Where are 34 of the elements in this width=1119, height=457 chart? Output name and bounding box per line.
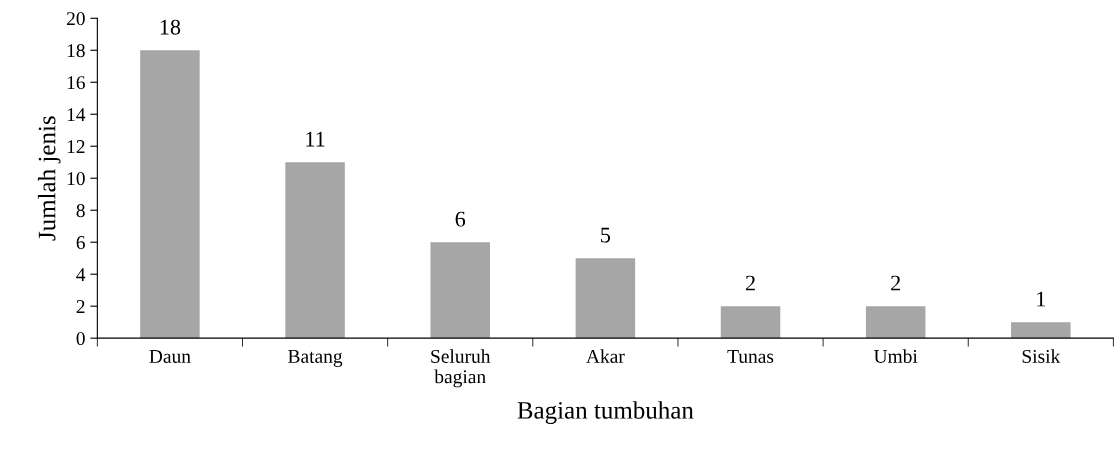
y-tick-label: 18 (67, 44, 85, 58)
x-axis-title: Bagian tumbuhan (517, 401, 694, 424)
data-label: 18 (160, 19, 181, 35)
y-tick-label: 8 (76, 204, 85, 218)
y-tick-label: 12 (67, 140, 85, 153)
bar (140, 50, 200, 339)
x-tick-label: Tunas (727, 350, 774, 363)
data-label: 2 (745, 275, 755, 291)
y-tick-label: 10 (67, 172, 85, 186)
y-tick-label: 14 (67, 108, 86, 121)
x-tick-label: Seluruh bagian (431, 349, 491, 388)
x-tick-label: Daun (149, 350, 191, 363)
data-label: 2 (891, 275, 901, 291)
bar (1011, 322, 1071, 339)
bar (430, 242, 490, 339)
x-tick-label: Akar (586, 349, 625, 363)
x-tick-label: Batang (288, 350, 343, 367)
y-tick-label: 20 (66, 12, 85, 26)
y-axis-title: Jumlah jenis (37, 116, 61, 241)
y-tick-label: 4 (76, 268, 86, 281)
data-label: 6 (455, 211, 466, 227)
data-label: 5 (601, 227, 611, 243)
y-tick-label: 16 (67, 76, 85, 90)
data-label: 11 (306, 131, 325, 147)
y-tick-label: 6 (76, 236, 85, 250)
y-tick-label: 2 (76, 300, 85, 313)
bar (575, 258, 636, 339)
y-tick-label: 0 (76, 332, 85, 346)
data-label: 1 (1037, 291, 1046, 307)
bar (865, 306, 926, 339)
bar (720, 306, 781, 339)
x-tick-label: Sisik (1022, 349, 1061, 363)
x-tick-label: Umbi (873, 349, 918, 363)
bar (285, 162, 345, 339)
